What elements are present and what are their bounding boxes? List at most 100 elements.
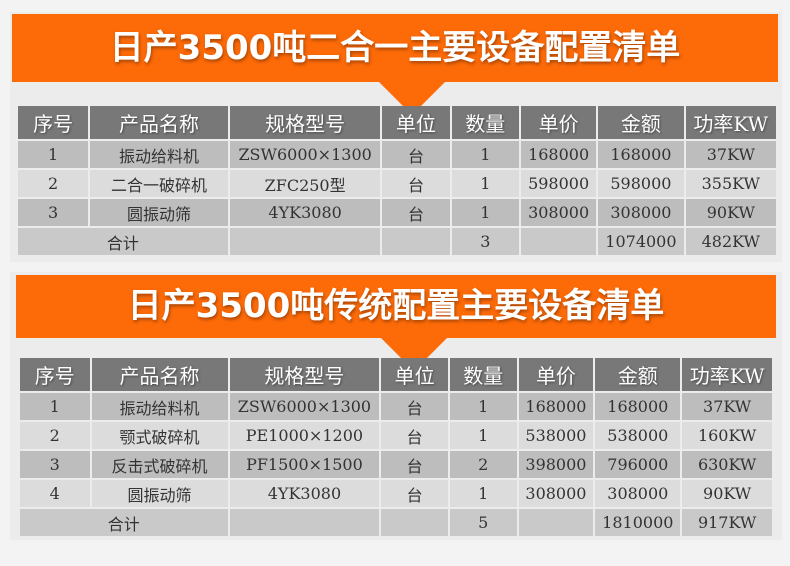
cell-amount: 308000 bbox=[598, 199, 684, 226]
title-banner-traditional: 日产3500吨传统配置主要设备清单 bbox=[16, 275, 776, 338]
cell-quantity: 1 bbox=[449, 422, 517, 449]
cell-product-name: 振动给料机 bbox=[90, 141, 228, 168]
header-product-name: 产品名称 bbox=[90, 106, 228, 139]
total-amount: 1074000 bbox=[598, 228, 684, 255]
cell-power: 90KW bbox=[682, 480, 772, 507]
header-product-name: 产品名称 bbox=[91, 358, 228, 391]
header-index: 序号 bbox=[18, 106, 89, 139]
cell-unit: 台 bbox=[382, 199, 450, 226]
header-power: 功率KW bbox=[685, 106, 776, 139]
cell-amount: 168000 bbox=[595, 393, 681, 420]
cell-amount: 168000 bbox=[598, 141, 684, 168]
cell-unit: 台 bbox=[381, 451, 448, 478]
cell-product-name: 圆振动筛 bbox=[91, 480, 228, 507]
cell-amount: 796000 bbox=[595, 451, 681, 478]
cell-amount: 308000 bbox=[595, 480, 681, 507]
header-quantity: 数量 bbox=[451, 106, 519, 139]
cell-empty bbox=[229, 509, 380, 536]
equipment-table-two-in-one: 序号 产品名称 规格型号 单位 数量 单价 金额 功率KW 1 振动给料机 ZSW6000×1300… bbox=[16, 104, 778, 257]
cell-model: PE1000×1200 bbox=[229, 422, 380, 449]
cell-empty bbox=[520, 228, 597, 255]
cell-unit-price: 598000 bbox=[520, 170, 597, 197]
table-row: 3 反击式破碎机 PF1500×1500 台 2 398000 796000 630KW bbox=[20, 451, 772, 478]
cell-quantity: 1 bbox=[449, 480, 517, 507]
cell-unit: 台 bbox=[381, 480, 448, 507]
cell-index: 2 bbox=[18, 170, 89, 197]
cell-model: ZFC250型 bbox=[229, 170, 381, 197]
cell-product-name: 颚式破碎机 bbox=[91, 422, 228, 449]
title-banner-two-in-one: 日产3500吨二合一主要设备配置清单 bbox=[12, 14, 778, 82]
cell-index: 1 bbox=[20, 393, 90, 420]
cell-power: 90KW bbox=[685, 199, 776, 226]
cell-unit: 台 bbox=[381, 422, 448, 449]
cell-quantity: 1 bbox=[449, 393, 517, 420]
cell-product-name: 反击式破碎机 bbox=[91, 451, 228, 478]
cell-unit-price: 538000 bbox=[518, 422, 594, 449]
cell-index: 3 bbox=[20, 451, 90, 478]
cell-unit: 台 bbox=[381, 393, 448, 420]
table-row: 2 二合一破碎机 ZFC250型台 1 598000 598000 355KW bbox=[18, 170, 776, 197]
total-quantity: 5 bbox=[449, 509, 517, 536]
cell-power: 160KW bbox=[682, 422, 772, 449]
total-row: 合计 5 1810000 917KW bbox=[20, 509, 772, 536]
table-row: 1 振动给料机 ZSW6000×1300 台 1 168000 168000 37KW bbox=[18, 141, 776, 168]
table-row: 4 圆振动筛 4YK3080 台 1 308000 308000 90KW bbox=[20, 480, 772, 507]
cell-product-name: 振动给料机 bbox=[91, 393, 228, 420]
cell-model: 4YK3080 bbox=[229, 199, 381, 226]
cell-power: 37KW bbox=[682, 393, 772, 420]
cell-index: 3 bbox=[18, 199, 89, 226]
cell-amount: 538000 bbox=[595, 422, 681, 449]
cell-product-name: 二合一破碎机 bbox=[90, 170, 228, 197]
cell-amount: 598000 bbox=[598, 170, 684, 197]
cell-unit-price: 308000 bbox=[520, 199, 597, 226]
cell-empty bbox=[381, 509, 448, 536]
total-row: 合计 3 1074000 482KW bbox=[18, 228, 776, 255]
header-row: 序号 产品名称 规格型号 单位 数量 单价 金额 功率KW bbox=[18, 106, 776, 139]
cell-quantity: 1 bbox=[451, 199, 519, 226]
cell-unit-price: 398000 bbox=[518, 451, 594, 478]
equipment-table-traditional: 序号 产品名称 规格型号 单位 数量 单价 金额 功率KW 1 振动给料机 ZSW6000×1300… bbox=[18, 356, 774, 538]
cell-index: 2 bbox=[20, 422, 90, 449]
header-index: 序号 bbox=[20, 358, 90, 391]
cell-quantity: 2 bbox=[449, 451, 517, 478]
cell-power: 37KW bbox=[685, 141, 776, 168]
cell-unit: 台 bbox=[382, 170, 450, 197]
cell-unit-price: 168000 bbox=[518, 393, 594, 420]
table-row: 2 颚式破碎机 PE1000×1200 台 1 538000 538000 160KW bbox=[20, 422, 772, 449]
cell-empty bbox=[229, 228, 381, 255]
header-model: 规格型号 bbox=[229, 358, 380, 391]
cell-power: 355KW bbox=[685, 170, 776, 197]
total-label: 合计 bbox=[18, 228, 228, 255]
total-power: 917KW bbox=[682, 509, 772, 536]
total-power: 482KW bbox=[685, 228, 776, 255]
cell-model: ZSW6000×1300 bbox=[229, 141, 381, 168]
cell-unit: 台 bbox=[382, 141, 450, 168]
cell-model: PF1500×1500 bbox=[229, 451, 380, 478]
cell-model: 4YK3080 bbox=[229, 480, 380, 507]
header-row: 序号 产品名称 规格型号 单位 数量 单价 金额 功率KW bbox=[20, 358, 772, 391]
header-amount: 金额 bbox=[595, 358, 681, 391]
cell-unit-price: 168000 bbox=[520, 141, 597, 168]
header-amount: 金额 bbox=[598, 106, 684, 139]
cell-index: 4 bbox=[20, 480, 90, 507]
header-unit-price: 单价 bbox=[520, 106, 597, 139]
header-model: 规格型号 bbox=[229, 106, 381, 139]
table-row: 1 振动给料机 ZSW6000×1300 台 1 168000 168000 37KW bbox=[20, 393, 772, 420]
header-unit: 单位 bbox=[381, 358, 448, 391]
header-unit: 单位 bbox=[382, 106, 450, 139]
header-quantity: 数量 bbox=[449, 358, 517, 391]
cell-power: 630KW bbox=[682, 451, 772, 478]
cell-quantity: 1 bbox=[451, 141, 519, 168]
cell-product-name: 圆振动筛 bbox=[90, 199, 228, 226]
total-label: 合计 bbox=[20, 509, 228, 536]
total-quantity: 3 bbox=[451, 228, 519, 255]
header-power: 功率KW bbox=[682, 358, 772, 391]
cell-index: 1 bbox=[18, 141, 89, 168]
cell-quantity: 1 bbox=[451, 170, 519, 197]
cell-empty bbox=[518, 509, 594, 536]
total-amount: 1810000 bbox=[595, 509, 681, 536]
table-row: 3 圆振动筛 4YK3080 台 1 308000 308000 90KW bbox=[18, 199, 776, 226]
cell-unit-price: 308000 bbox=[518, 480, 594, 507]
header-unit-price: 单价 bbox=[518, 358, 594, 391]
cell-empty bbox=[382, 228, 450, 255]
